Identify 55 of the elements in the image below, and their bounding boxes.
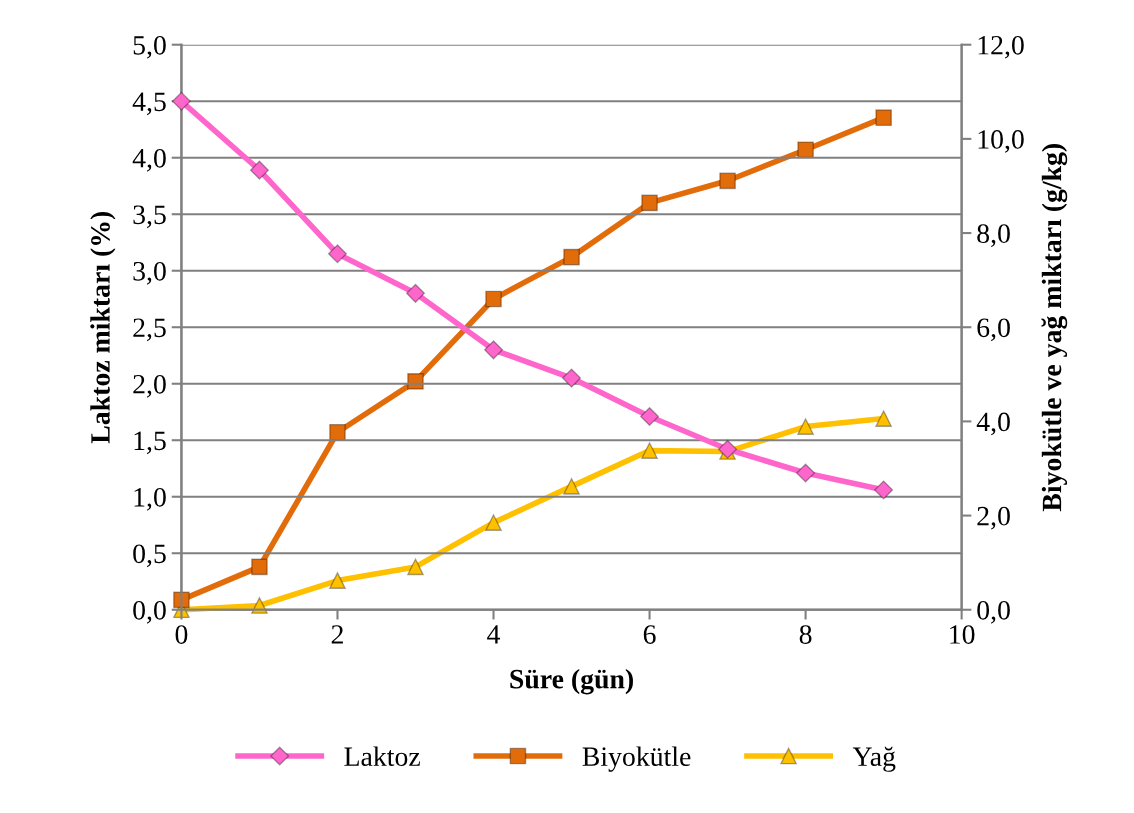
y-tick-label: 4,0 <box>132 148 166 172</box>
point <box>797 418 814 435</box>
point <box>796 463 816 483</box>
x-tick-label: 6 <box>643 625 656 644</box>
y-tick-label: 3,5 <box>133 205 166 229</box>
y2-tick-label: 6,0 <box>977 318 1010 342</box>
y2-axis-title: Biyokütle ve yağ miktarı (g/kg) <box>1041 144 1068 512</box>
point <box>405 283 426 303</box>
point <box>563 248 580 266</box>
y-tick-label: 5,0 <box>133 35 166 59</box>
point <box>483 340 504 360</box>
point <box>563 478 580 495</box>
y-tick-label: 1,0 <box>134 487 166 511</box>
y-axis-title: Laktoz miktarı (%) <box>90 211 116 444</box>
y-tick-label: 0,0 <box>133 600 166 624</box>
x-tick-label: 4 <box>487 625 501 644</box>
y-tick-label: 4,5 <box>132 92 166 116</box>
point <box>407 373 424 390</box>
y-tick-label: 0,5 <box>133 544 166 568</box>
point <box>329 572 346 589</box>
point <box>251 558 268 576</box>
point <box>874 480 894 500</box>
x-tick-label: 10 <box>950 625 975 644</box>
point <box>797 141 814 159</box>
legend-label: Biyokütle <box>582 746 691 772</box>
point <box>562 368 582 388</box>
y2-tick-label: 4,0 <box>976 412 1010 436</box>
point <box>875 410 892 427</box>
y2-tick-label: 8,0 <box>977 224 1010 247</box>
point <box>719 172 736 190</box>
x-axis-title: Süre (gün) <box>510 668 633 695</box>
point <box>641 194 658 212</box>
y2-tick-label: 10,0 <box>978 130 1024 153</box>
point <box>875 109 892 127</box>
point <box>640 406 660 427</box>
y-tick-label: 2,0 <box>133 374 166 398</box>
point <box>407 558 424 576</box>
point <box>329 423 346 441</box>
legend-label: Yağ <box>852 746 896 772</box>
point <box>485 514 502 531</box>
legend-label: Laktoz <box>344 746 420 767</box>
point <box>171 91 191 111</box>
point <box>327 244 348 264</box>
x-tick-label: 0 <box>175 625 188 644</box>
x-tick-label: 2 <box>331 625 343 644</box>
x-tick-label: 8 <box>799 625 812 644</box>
y-tick-label: 1,5 <box>134 431 166 455</box>
point <box>249 160 269 180</box>
point <box>485 290 502 308</box>
y-tick-label: 2,5 <box>133 318 166 342</box>
y-tick-label: 3,0 <box>133 261 166 285</box>
point <box>641 442 658 459</box>
y2-tick-label: 12,0 <box>978 35 1024 59</box>
y2-tick-label: 2,0 <box>977 506 1010 530</box>
y2-tick-label: 0,0 <box>977 600 1010 624</box>
